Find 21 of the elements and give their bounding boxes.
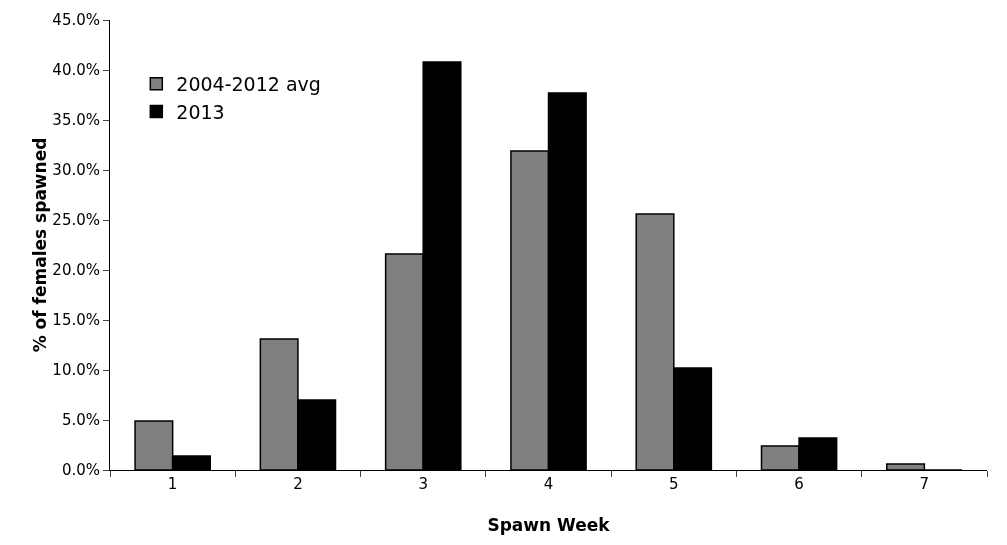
- y-tick-label: 10.0%: [52, 361, 100, 380]
- x-tick-label: 3: [418, 475, 428, 493]
- y-tick-label: 20.0%: [52, 261, 100, 280]
- y-tick-label: 25.0%: [52, 211, 100, 230]
- x-tick-label: 7: [919, 475, 930, 493]
- y-tick-label: 45.0%: [52, 11, 100, 30]
- x-tick-label: 2: [293, 475, 303, 493]
- y-tick-label: 0.0%: [61, 461, 100, 480]
- x-tick-label: 1: [167, 475, 178, 493]
- y-tick-label: 40.0%: [52, 61, 100, 80]
- y-tick-label: 35.0%: [52, 111, 100, 130]
- legend-label: 2013: [176, 100, 225, 123]
- y-tick-label: 30.0%: [52, 161, 100, 180]
- y-tick-label: 5.0%: [61, 411, 100, 430]
- x-tick-label: 5: [669, 475, 679, 493]
- x-tick-label: 4: [543, 475, 554, 493]
- y-axis-title: % of females spawned: [30, 137, 51, 353]
- x-tick-label: 6: [794, 475, 804, 493]
- x-axis-title: Spawn Week: [487, 515, 611, 535]
- y-tick-label: 15.0%: [52, 311, 100, 330]
- legend-label: 2004-2012 avg: [176, 73, 321, 96]
